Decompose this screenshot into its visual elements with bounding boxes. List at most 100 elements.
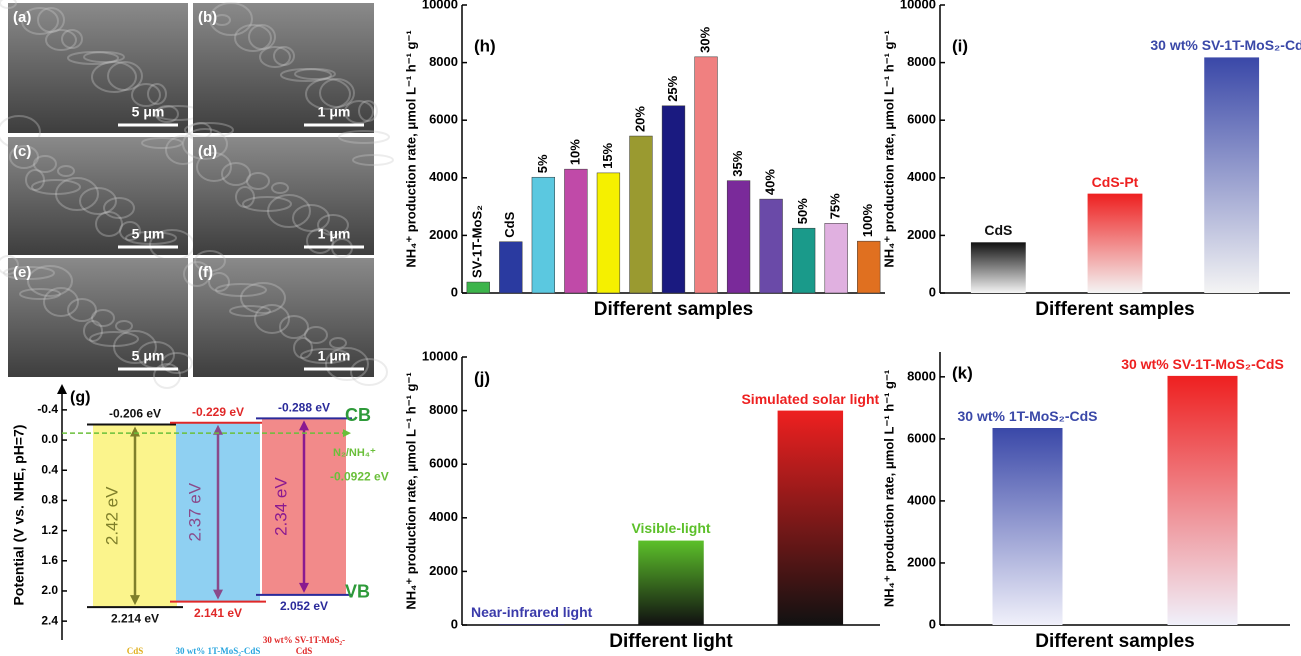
bar-label-box: Visible-light: [631, 520, 711, 537]
y-axis-label: NH₄⁺ production rate, μmol L⁻¹ h⁻¹ g⁻¹: [881, 30, 896, 267]
bar: [857, 240, 881, 294]
y-tick-label: 0.8: [41, 493, 58, 507]
x-axis-label: Different samples: [594, 299, 753, 320]
sem-image: [193, 137, 374, 255]
vb-text: VB: [345, 582, 370, 602]
bar: [499, 241, 523, 294]
gap-label: 2.42 eV: [102, 486, 121, 545]
bar: [726, 180, 751, 294]
bar: [498, 624, 565, 625]
panel-label: (h): [474, 36, 496, 55]
x-axis-label: Different samples: [1035, 631, 1194, 652]
arrow-head: [343, 429, 351, 438]
sem-texture: [131, 83, 161, 107]
bar: [466, 281, 490, 294]
y-axis-label: NH₄⁺ production rate, μmol L⁻¹ h⁻¹ g⁻¹: [881, 370, 896, 607]
sem-texture: [183, 261, 211, 287]
arrow-head: [299, 420, 309, 431]
panel-label: (j): [474, 368, 490, 387]
sem-texture: [293, 337, 313, 359]
bar-label: Near-infrared light: [470, 604, 593, 621]
y-tick-label: 6000: [907, 430, 936, 445]
bar-label: Simulated solar light: [741, 390, 880, 407]
sem-panel-label: (c): [13, 143, 31, 160]
scale-label: 5 μm: [132, 226, 165, 242]
sem-texture: [319, 78, 355, 108]
y-tick-label: 4000: [907, 492, 936, 507]
sem-texture: [161, 352, 193, 374]
sem-texture: [57, 165, 75, 177]
y-tick-label: 2.4: [41, 613, 58, 627]
bar-label: 50%: [795, 198, 810, 224]
bar: [596, 172, 621, 294]
sem-texture: [107, 61, 143, 91]
y-axis-label: Potential (V vs. NHE, pH=7): [11, 425, 27, 606]
bar-label: 10%: [567, 139, 582, 165]
sem-texture: [242, 196, 292, 212]
sem-texture: [352, 154, 394, 166]
scale-label: 5 μm: [132, 348, 165, 364]
bar-label: 30 wt% 1T-MoS₂-CdS: [957, 407, 1098, 424]
reference-value: -0.0922 eV: [330, 469, 389, 483]
material-name-box: 30 wt% 1T-MoS₂-CdS: [176, 646, 261, 656]
bar-label-box: CdS-Pt: [1092, 174, 1139, 190]
arrow-head: [213, 589, 223, 600]
sem-panel-label: (e): [13, 264, 31, 281]
vb-label: 2.214 eV: [111, 611, 159, 625]
sem-texture: [67, 51, 119, 65]
y-tick-label: 4000: [907, 169, 936, 184]
sem-texture: [215, 283, 267, 297]
scale-label: 5 μm: [132, 104, 165, 120]
sem-texture: [147, 83, 167, 105]
panel-label: (g): [70, 389, 90, 406]
gap-label: 2.34 eV: [271, 477, 290, 536]
sem-texture: [194, 250, 226, 272]
y-tick-label: 0: [929, 616, 936, 631]
sem-texture: [153, 363, 181, 389]
y-tick-label: 8000: [429, 402, 458, 417]
y-tick-label: 8000: [907, 368, 936, 383]
sem-texture: [344, 100, 374, 124]
sem-image: [8, 137, 188, 255]
sem-texture: [271, 182, 289, 194]
y-tick-label: 6000: [907, 112, 936, 127]
bar-label-box: CdS: [984, 222, 1012, 238]
bar: [661, 105, 686, 294]
y-tick-label: 10000: [422, 348, 458, 363]
sem-texture: [31, 179, 81, 195]
sem-texture: [95, 211, 123, 237]
bar-label: 20%: [632, 106, 647, 132]
bar: [759, 198, 783, 294]
sem-texture: [259, 46, 291, 68]
y-tick-label: 1.2: [41, 523, 58, 537]
sem-texture: [196, 152, 232, 182]
y-tick-label: 0: [451, 616, 458, 631]
sem-texture: [267, 194, 311, 228]
bar-label: 75%: [828, 193, 843, 219]
y-tick-label: 0.4: [41, 462, 58, 476]
sem-texture: [234, 24, 272, 52]
bar-label: 30%: [697, 26, 712, 52]
sem-texture: [91, 309, 115, 327]
sem-texture: [273, 46, 295, 66]
bar: [824, 223, 848, 294]
bar: [564, 168, 588, 294]
sem-texture: [125, 231, 177, 245]
sem-texture: [292, 204, 330, 232]
bar-label-box: Simulated solar light: [741, 390, 880, 407]
sem-texture: [9, 145, 39, 169]
y-tick-label: 6000: [429, 456, 458, 471]
sem-texture: [208, 272, 230, 292]
bar-label-box: 30 wt% 1T-MoS₂-CdS: [957, 407, 1098, 424]
sem-texture: [182, 128, 228, 160]
sem-texture: [89, 331, 139, 347]
sem-texture: [115, 320, 133, 332]
sem-texture: [25, 169, 45, 191]
sem-texture: [0, 0, 17, 9]
sem-texture: [19, 288, 61, 300]
sem-texture: [254, 304, 290, 334]
bar-label: 30 wt% SV-1T-MoS₂-CdS: [1150, 37, 1301, 54]
sem-texture: [213, 14, 231, 26]
bar-label: Visible-light: [631, 520, 711, 537]
y-tick-label: -0.4: [37, 402, 58, 416]
